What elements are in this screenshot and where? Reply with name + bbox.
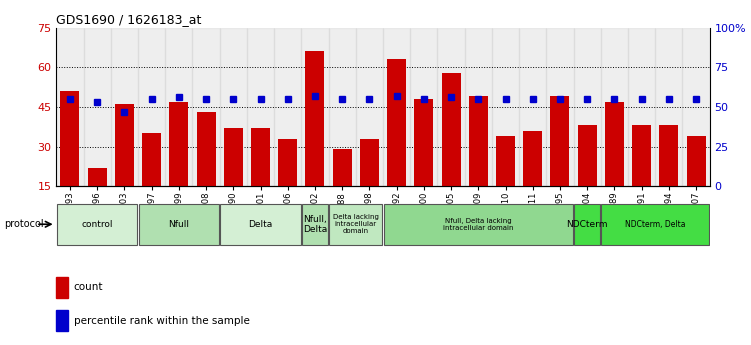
Bar — [192, 28, 219, 186]
Text: Delta lacking
intracellular
domain: Delta lacking intracellular domain — [333, 214, 379, 234]
FancyBboxPatch shape — [57, 204, 137, 245]
Bar — [578, 126, 597, 186]
Bar — [301, 28, 328, 186]
Bar — [519, 28, 546, 186]
Bar — [547, 28, 574, 186]
Bar — [111, 28, 138, 186]
FancyBboxPatch shape — [329, 204, 382, 245]
Bar — [469, 96, 488, 186]
Bar — [574, 28, 601, 186]
Bar — [306, 51, 324, 186]
Text: Delta: Delta — [249, 220, 273, 229]
FancyBboxPatch shape — [574, 204, 600, 245]
Bar — [437, 28, 465, 186]
Text: NDCterm: NDCterm — [566, 220, 608, 229]
Bar — [686, 136, 706, 186]
Bar — [56, 310, 68, 331]
Bar — [655, 28, 683, 186]
Bar — [115, 104, 134, 186]
Bar — [333, 149, 351, 186]
FancyBboxPatch shape — [138, 204, 219, 245]
Bar — [219, 28, 247, 186]
Bar — [278, 139, 297, 186]
Text: count: count — [74, 282, 103, 292]
Bar — [387, 59, 406, 186]
Bar — [356, 28, 383, 186]
Bar — [410, 28, 437, 186]
Text: GDS1690 / 1626183_at: GDS1690 / 1626183_at — [56, 13, 202, 27]
Bar — [56, 28, 83, 186]
Bar — [83, 28, 111, 186]
Text: control: control — [81, 220, 113, 229]
Bar — [328, 28, 356, 186]
Bar — [442, 72, 460, 186]
Bar — [383, 28, 410, 186]
Bar — [142, 134, 161, 186]
Bar — [632, 126, 651, 186]
Bar — [274, 28, 301, 186]
Bar — [415, 99, 433, 186]
FancyBboxPatch shape — [220, 204, 301, 245]
Bar — [628, 28, 655, 186]
Bar — [251, 128, 270, 186]
Bar — [88, 168, 107, 186]
Bar — [496, 136, 515, 186]
Bar — [60, 91, 80, 186]
Text: percentile rank within the sample: percentile rank within the sample — [74, 316, 249, 326]
FancyBboxPatch shape — [384, 204, 573, 245]
FancyBboxPatch shape — [302, 204, 328, 245]
Bar — [601, 28, 628, 186]
Bar — [683, 28, 710, 186]
Bar — [138, 28, 165, 186]
Bar — [56, 277, 68, 298]
Bar — [360, 139, 379, 186]
Bar — [659, 126, 678, 186]
Bar — [605, 102, 624, 186]
Bar — [247, 28, 274, 186]
Text: protocol: protocol — [4, 219, 44, 229]
FancyBboxPatch shape — [602, 204, 709, 245]
Bar — [492, 28, 519, 186]
Bar — [165, 28, 192, 186]
Bar — [465, 28, 492, 186]
Bar — [169, 102, 189, 186]
Text: Nfull,
Delta: Nfull, Delta — [303, 215, 327, 234]
Bar — [197, 112, 216, 186]
Bar — [224, 128, 243, 186]
Bar — [523, 131, 542, 186]
Bar — [550, 96, 569, 186]
Text: Nfull: Nfull — [168, 220, 189, 229]
Text: NDCterm, Delta: NDCterm, Delta — [625, 220, 686, 229]
Text: Nfull, Delta lacking
intracellular domain: Nfull, Delta lacking intracellular domai… — [443, 218, 514, 231]
